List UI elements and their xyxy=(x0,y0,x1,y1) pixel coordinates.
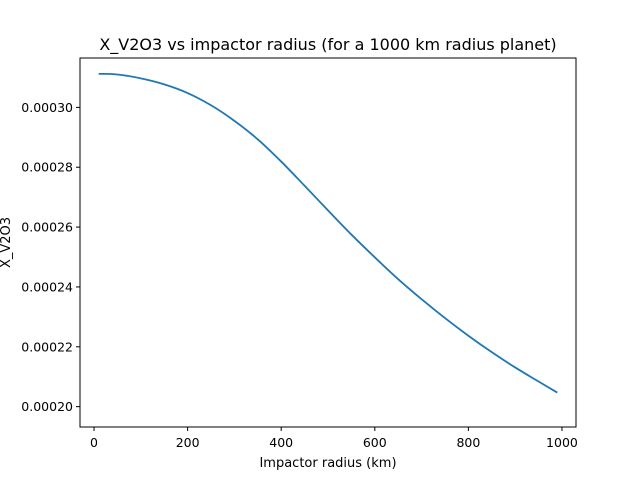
y-tick-label: 0.00030 xyxy=(21,100,73,115)
chart-title: X_V2O3 vs impactor radius (for a 1000 km… xyxy=(99,35,556,55)
x-tick-label: 1000 xyxy=(546,435,578,450)
x-tick-label: 200 xyxy=(176,435,200,450)
series-line xyxy=(98,72,558,394)
y-tick-label: 0.00026 xyxy=(21,220,73,235)
y-tick-label: 0.00028 xyxy=(21,160,73,175)
series-layer xyxy=(98,72,558,394)
x-tick-label: 800 xyxy=(456,435,480,450)
x-tick-label: 400 xyxy=(269,435,293,450)
plot-area xyxy=(79,57,577,428)
x-axis: 0 200 400 600 800 1000 xyxy=(90,427,578,450)
y-axis: 0.00020 0.00022 0.00024 0.00026 0.00028 0.000… xyxy=(21,100,80,414)
y-tick-label: 0.00022 xyxy=(21,339,73,354)
x-tick-label: 0 xyxy=(90,435,98,450)
y-tick-label: 0.00024 xyxy=(21,279,73,294)
y-axis-label: X_V2O3 xyxy=(0,217,14,268)
x-axis-label: Impactor radius (km) xyxy=(259,456,396,471)
x-tick-label: 600 xyxy=(363,435,387,450)
plot-frame xyxy=(79,57,577,428)
y-tick-label: 0.00020 xyxy=(21,399,73,414)
